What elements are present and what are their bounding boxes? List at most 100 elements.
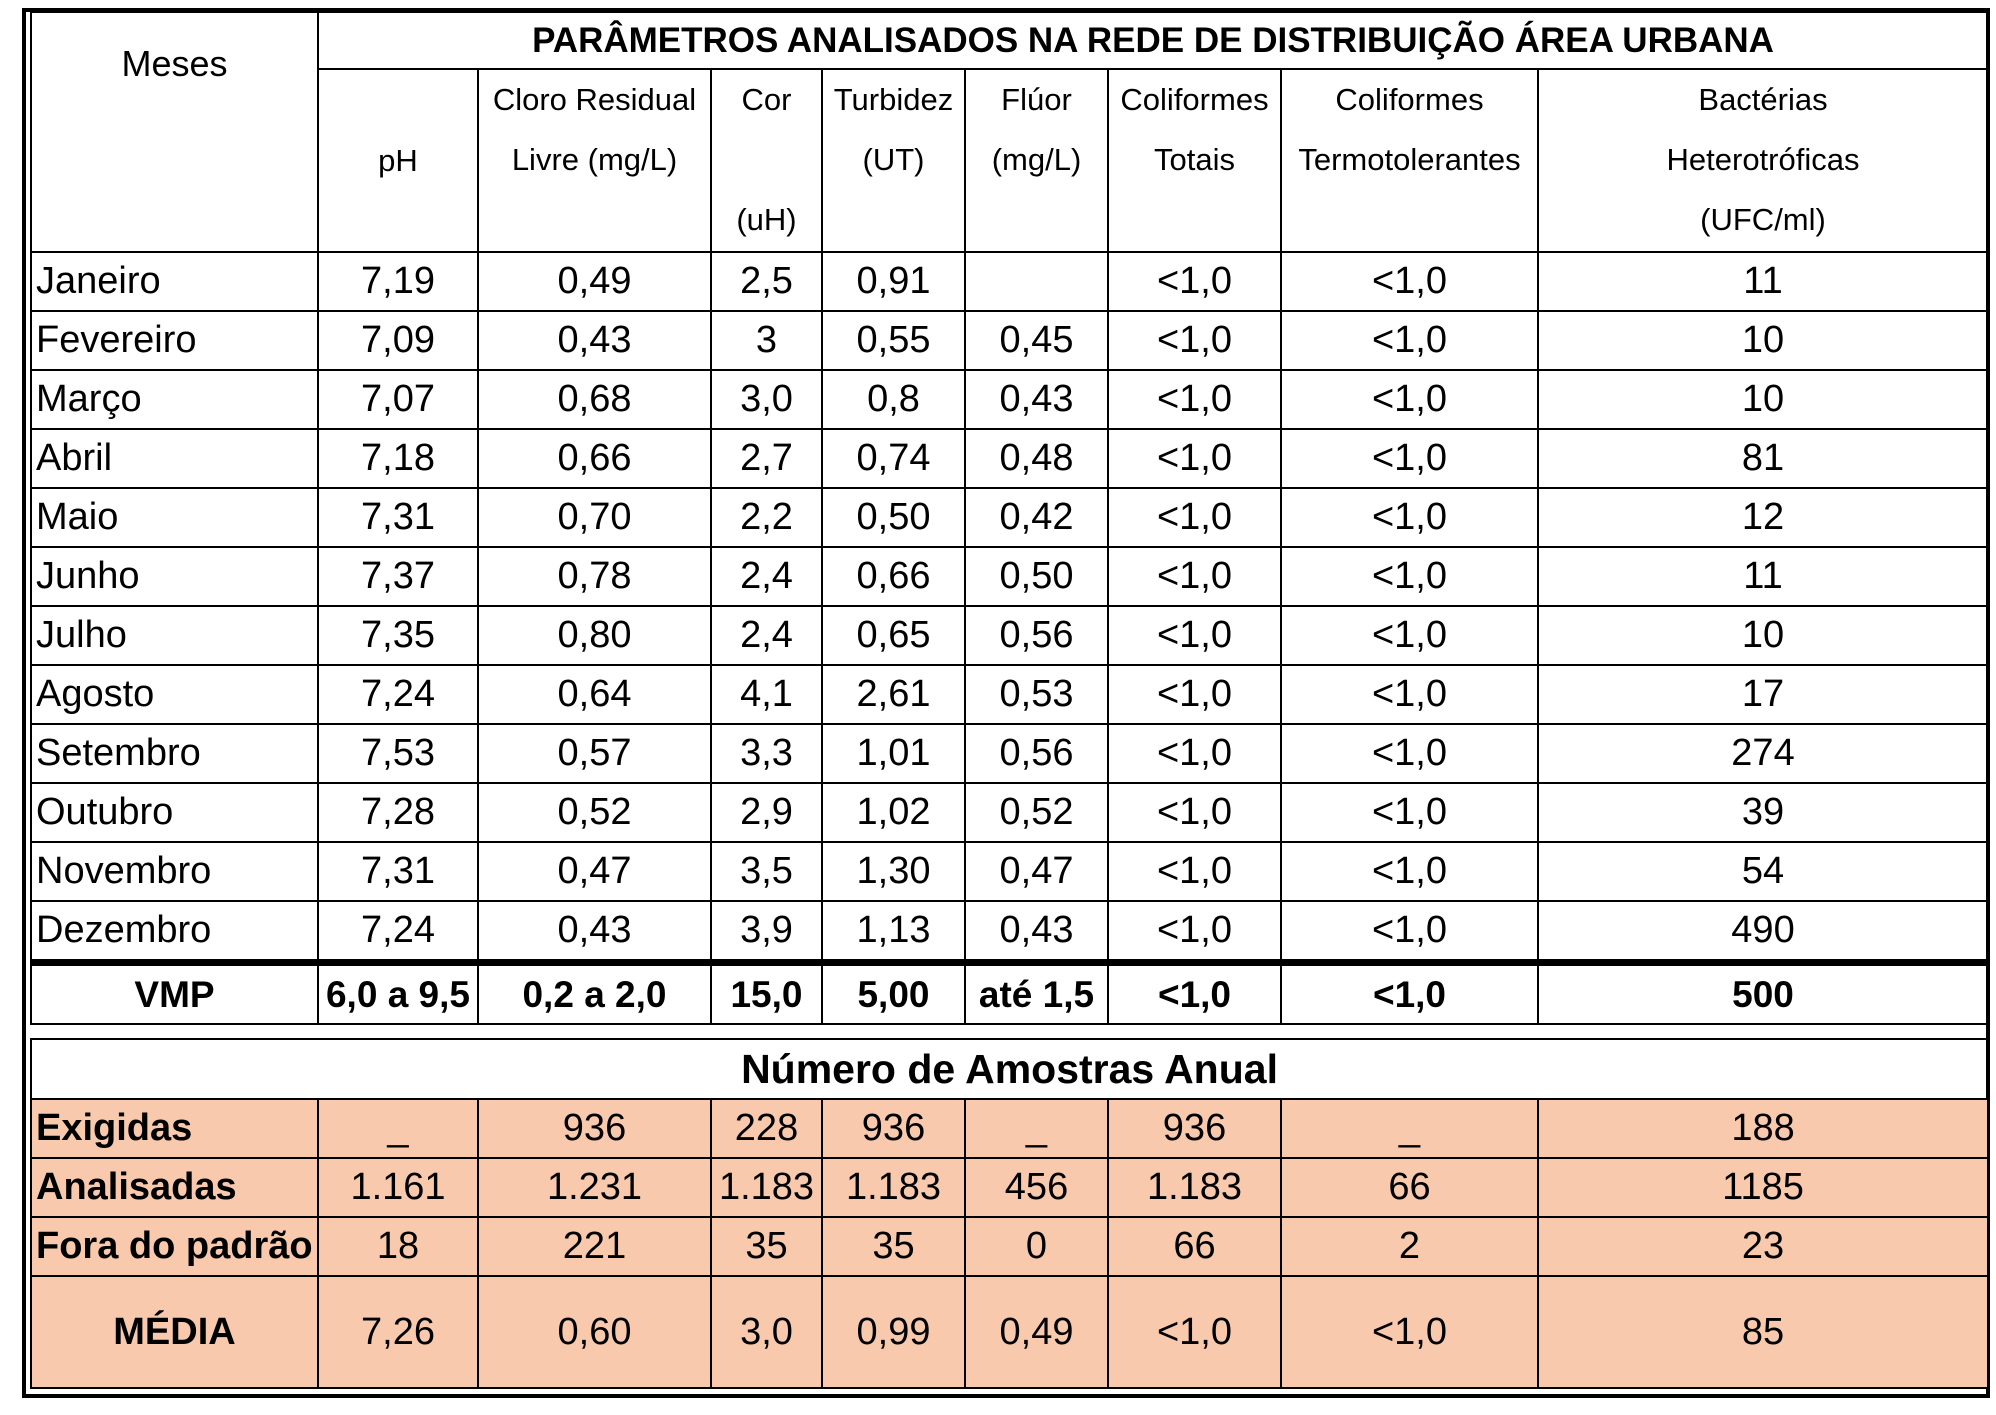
month-name: Julho	[30, 605, 319, 666]
media-row: MÉDIA 7,26 0,60 3,0 0,99 0,49 <1,0 <1,0 …	[30, 1275, 1990, 1389]
cell-coliformes-termotolerantes: <1,0	[1280, 900, 1539, 964]
sample-cell-bacterias: 1185	[1536, 1157, 1990, 1218]
cell-turbidez: 0,66	[821, 546, 966, 607]
header-fluor: Flúor (mg/L)	[964, 68, 1109, 253]
cell-cloro: 0,68	[477, 369, 712, 430]
sample-cell-coliformes-totais: 66	[1107, 1216, 1282, 1277]
cell-fluor: 0,53	[964, 664, 1109, 725]
cell-fluor: 0,43	[964, 900, 1109, 964]
cell-bacterias: 11	[1536, 251, 1990, 312]
cell-cloro: 0,57	[477, 723, 712, 784]
month-name: Agosto	[30, 664, 319, 725]
media-bacterias: 85	[1536, 1275, 1990, 1389]
month-name: Março	[30, 369, 319, 430]
table-row: Março 7,07 0,68 3,0 0,8 0,43 <1,0 <1,0 10	[30, 369, 1990, 430]
sample-cell-coliformes-termotolerantes: 2	[1280, 1216, 1539, 1277]
header-meses: Meses	[30, 11, 319, 253]
cell-ph: 7,53	[317, 723, 479, 784]
cell-bacterias: 39	[1536, 782, 1990, 843]
cell-coliformes-termotolerantes: <1,0	[1280, 605, 1539, 666]
cell-bacterias: 17	[1536, 664, 1990, 725]
table-row: Janeiro 7,19 0,49 2,5 0,91 <1,0 <1,0 11	[30, 251, 1990, 312]
media-cloro: 0,60	[477, 1275, 712, 1389]
cell-cor: 3,3	[710, 723, 823, 784]
cell-cor: 2,5	[710, 251, 823, 312]
cell-cloro: 0,52	[477, 782, 712, 843]
sample-cell-fluor: 456	[964, 1157, 1109, 1218]
cell-cloro: 0,66	[477, 428, 712, 489]
cell-coliformes-totais: <1,0	[1107, 546, 1282, 607]
cell-cor: 2,4	[710, 546, 823, 607]
cell-coliformes-termotolerantes: <1,0	[1280, 428, 1539, 489]
table-row: Agosto 7,24 0,64 4,1 2,61 0,53 <1,0 <1,0 17	[30, 664, 1990, 725]
cell-turbidez: 0,74	[821, 428, 966, 489]
cell-coliformes-termotolerantes: <1,0	[1280, 369, 1539, 430]
cell-turbidez: 0,65	[821, 605, 966, 666]
vmp-cor: 15,0	[710, 959, 823, 1025]
cell-turbidez: 1,13	[821, 900, 966, 964]
table-row: Julho 7,35 0,80 2,4 0,65 0,56 <1,0 <1,0 10	[30, 605, 1990, 666]
cell-coliformes-termotolerantes: <1,0	[1280, 664, 1539, 725]
cell-ph: 7,18	[317, 428, 479, 489]
sample-cell-cor: 1.183	[710, 1157, 823, 1218]
sample-cell-coliformes-totais: 936	[1107, 1098, 1282, 1159]
table-row: Fevereiro 7,09 0,43 3 0,55 0,45 <1,0 <1,0 10	[30, 310, 1990, 371]
cell-bacterias: 10	[1536, 605, 1990, 666]
cell-turbidez: 0,91	[821, 251, 966, 312]
month-name: Fevereiro	[30, 310, 319, 371]
header-bacterias: Bactérias Heterotróficas (UFC/ml)	[1536, 68, 1990, 253]
cell-cor: 3,5	[710, 841, 823, 902]
month-name: Novembro	[30, 841, 319, 902]
cell-turbidez: 1,01	[821, 723, 966, 784]
sample-rows: Exigidas _ 936 228 936 _ 936 _ 188 Analisadas 1.16…	[30, 1098, 1990, 1277]
media-fluor: 0,49	[964, 1275, 1109, 1389]
cell-coliformes-totais: <1,0	[1107, 310, 1282, 371]
sample-label: Exigidas	[30, 1098, 319, 1159]
sample-cell-ph: 1.161	[317, 1157, 479, 1218]
cell-ph: 7,28	[317, 782, 479, 843]
cell-coliformes-totais: <1,0	[1107, 782, 1282, 843]
sample-cell-cloro: 221	[477, 1216, 712, 1277]
cell-ph: 7,31	[317, 841, 479, 902]
cell-fluor: 0,42	[964, 487, 1109, 548]
cell-coliformes-termotolerantes: <1,0	[1280, 546, 1539, 607]
sample-cell-cloro: 936	[477, 1098, 712, 1159]
cell-fluor: 0,45	[964, 310, 1109, 371]
cell-coliformes-totais: <1,0	[1107, 428, 1282, 489]
cell-cor: 3,9	[710, 900, 823, 964]
month-name: Junho	[30, 546, 319, 607]
header-turbidez: Turbidez (UT)	[821, 68, 966, 253]
cell-ph: 7,24	[317, 900, 479, 964]
sample-cell-coliformes-totais: 1.183	[1107, 1157, 1282, 1218]
cell-turbidez: 1,30	[821, 841, 966, 902]
media-coliformes-totais: <1,0	[1107, 1275, 1282, 1389]
vmp-fluor: até 1,5	[964, 959, 1109, 1025]
month-name: Outubro	[30, 782, 319, 843]
cell-bacterias: 12	[1536, 487, 1990, 548]
sample-cell-fluor: _	[964, 1098, 1109, 1159]
cell-coliformes-totais: <1,0	[1107, 664, 1282, 725]
cell-fluor: 0,47	[964, 841, 1109, 902]
media-ph: 7,26	[317, 1275, 479, 1389]
table-title: PARÂMETROS ANALISADOS NA REDE DE DISTRIB…	[316, 11, 1990, 70]
sample-cell-bacterias: 23	[1536, 1216, 1990, 1277]
sample-label: Analisadas	[30, 1157, 319, 1218]
cell-turbidez: 0,55	[821, 310, 966, 371]
cell-coliformes-termotolerantes: <1,0	[1280, 487, 1539, 548]
cell-cor: 2,2	[710, 487, 823, 548]
cell-fluor: 0,50	[964, 546, 1109, 607]
cell-cor: 3,0	[710, 369, 823, 430]
cell-cor: 4,1	[710, 664, 823, 725]
cell-ph: 7,31	[317, 487, 479, 548]
cell-coliformes-termotolerantes: <1,0	[1280, 310, 1539, 371]
sample-label: Fora do padrão	[30, 1216, 319, 1277]
cell-fluor: 0,56	[964, 723, 1109, 784]
month-name: Maio	[30, 487, 319, 548]
sample-cell-turbidez: 1.183	[821, 1157, 966, 1218]
sample-cell-cor: 35	[710, 1216, 823, 1277]
header-coliformes-totais: Coliformes Totais	[1107, 68, 1282, 253]
cell-cloro: 0,43	[477, 310, 712, 371]
cell-ph: 7,24	[317, 664, 479, 725]
cell-bacterias: 11	[1536, 546, 1990, 607]
cell-ph: 7,19	[317, 251, 479, 312]
